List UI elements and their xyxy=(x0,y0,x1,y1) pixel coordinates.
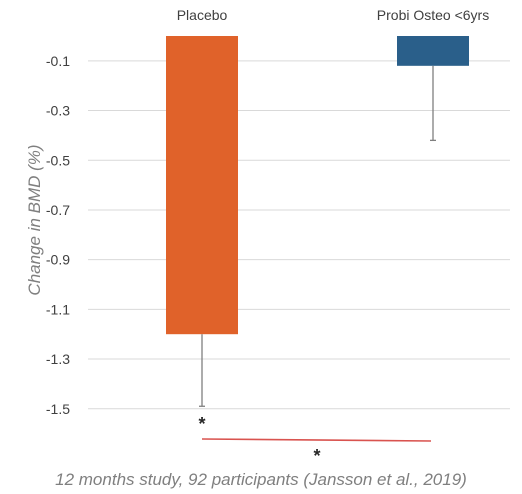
y-axis-label: Change in BMD (%) xyxy=(25,144,44,295)
bar-placebo xyxy=(166,36,238,335)
gridlines xyxy=(88,60,510,410)
y-tick-label: -1.5 xyxy=(46,401,70,417)
y-tick-label: -1.3 xyxy=(46,351,70,367)
category-labels: Placebo Probi Osteo <6yrs xyxy=(177,7,490,23)
chart-caption: 12 months study, 92 participants (Jansso… xyxy=(55,470,467,489)
category-label: Probi Osteo <6yrs xyxy=(377,7,489,23)
y-tick-label: -1.1 xyxy=(46,301,70,317)
y-tick-label: -0.1 xyxy=(46,53,70,69)
y-tick-label: -0.5 xyxy=(46,152,70,168)
significance-star: * xyxy=(198,414,205,434)
bars-group xyxy=(166,36,469,335)
y-tick-label: -0.3 xyxy=(46,103,70,119)
error-bars-group xyxy=(199,65,436,407)
category-label: Placebo xyxy=(177,7,228,23)
bar-probi-osteo xyxy=(397,36,469,66)
significance-star: * xyxy=(313,446,320,466)
y-tick-label: -0.7 xyxy=(46,202,70,218)
significance-group: ** xyxy=(198,414,432,466)
significance-line xyxy=(201,438,432,442)
y-tick-label: -0.9 xyxy=(46,252,70,268)
y-tick-labels: -0.1 -0.3 -0.5 -0.7 -0.9 -1.1 -1.3 -1.5 xyxy=(46,53,70,417)
